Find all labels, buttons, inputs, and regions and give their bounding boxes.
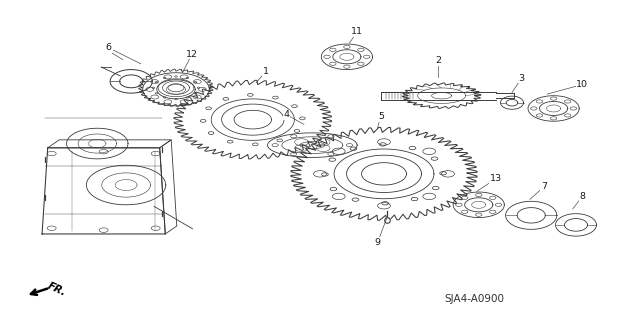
Text: 10: 10 [577,80,588,89]
Text: 12: 12 [186,50,198,59]
Text: 7: 7 [541,182,547,191]
Text: 9: 9 [374,238,381,247]
Text: 6: 6 [106,43,112,52]
Text: 13: 13 [490,174,502,183]
Text: FR.: FR. [46,281,68,298]
Polygon shape [403,83,481,108]
Text: 8: 8 [579,192,586,201]
Text: 11: 11 [351,27,363,36]
Text: SJA4-A0900: SJA4-A0900 [445,294,505,304]
Text: 4: 4 [284,110,290,119]
Text: 5: 5 [378,112,384,121]
Text: 2: 2 [435,56,442,65]
Text: 3: 3 [518,74,525,83]
Text: 1: 1 [262,67,269,76]
